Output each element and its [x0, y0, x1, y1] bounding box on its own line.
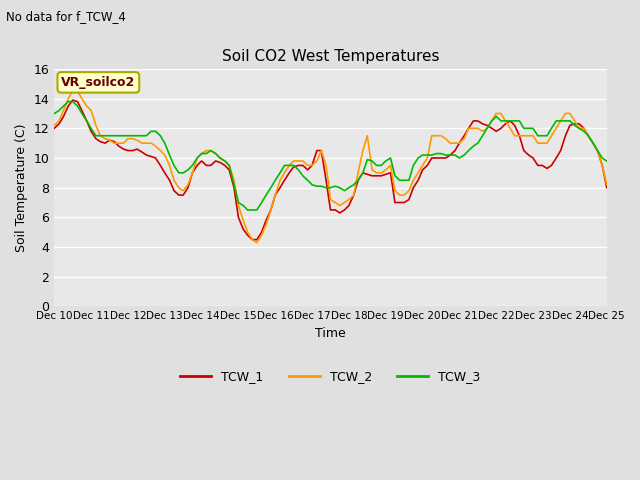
- TCW_3: [405, 178, 413, 183]
- TCW_3: [65, 99, 72, 105]
- TCW_3: [603, 158, 611, 164]
- TCW_1: [69, 97, 77, 103]
- TCW_3: [184, 167, 192, 173]
- TCW_2: [184, 182, 192, 188]
- TCW_1: [294, 163, 302, 168]
- TCW_3: [51, 110, 58, 116]
- TCW_1: [603, 185, 611, 191]
- TCW_2: [111, 140, 118, 146]
- TCW_2: [433, 133, 440, 139]
- TCW_2: [51, 122, 58, 128]
- TCW_1: [111, 139, 118, 144]
- TCW_3: [111, 133, 118, 139]
- Title: Soil CO2 West Temperatures: Soil CO2 West Temperatures: [221, 48, 439, 63]
- TCW_2: [294, 158, 302, 164]
- TCW_2: [253, 240, 260, 245]
- TCW_3: [294, 167, 302, 173]
- TCW_1: [405, 197, 413, 203]
- Text: VR_soilco2: VR_soilco2: [61, 76, 136, 89]
- TCW_1: [184, 185, 192, 191]
- X-axis label: Time: Time: [315, 327, 346, 340]
- Line: TCW_1: TCW_1: [54, 100, 607, 240]
- Text: No data for f_TCW_4: No data for f_TCW_4: [6, 10, 126, 23]
- TCW_1: [575, 121, 583, 127]
- TCW_1: [248, 237, 256, 242]
- Legend: TCW_1, TCW_2, TCW_3: TCW_1, TCW_2, TCW_3: [175, 365, 486, 388]
- TCW_3: [244, 207, 252, 213]
- TCW_2: [69, 88, 77, 94]
- TCW_2: [575, 125, 583, 131]
- Line: TCW_3: TCW_3: [54, 102, 607, 210]
- TCW_3: [575, 125, 583, 131]
- TCW_1: [433, 155, 440, 161]
- TCW_3: [433, 151, 440, 156]
- Y-axis label: Soil Temperature (C): Soil Temperature (C): [15, 123, 28, 252]
- TCW_1: [51, 125, 58, 131]
- TCW_2: [405, 188, 413, 193]
- TCW_2: [603, 182, 611, 188]
- Line: TCW_2: TCW_2: [54, 91, 607, 242]
